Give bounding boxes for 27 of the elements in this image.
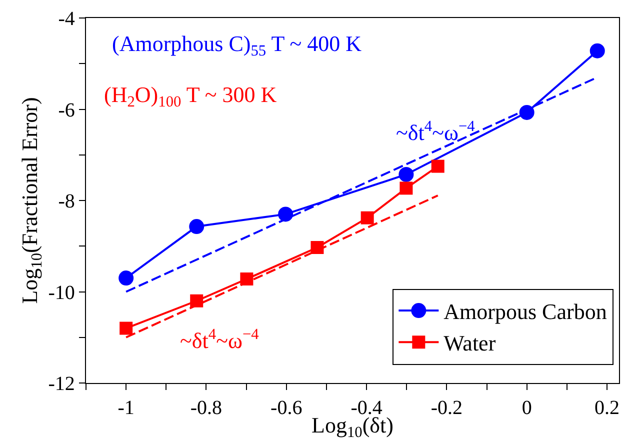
- point: [118, 270, 134, 286]
- point: [431, 160, 444, 173]
- annotation: (Amorphous C)$_{55}$ T ~ 400 K: [112, 31, 362, 60]
- point: [360, 211, 374, 224]
- annotation: (H$_{2}$O)$_{100}$ T ~ 300 K: [104, 82, 277, 111]
- y-tick-label: -10: [48, 282, 75, 304]
- annotation: ~δt$^{4}$~ω$^{−4}$: [180, 326, 260, 354]
- x-tick-label: 0.2: [594, 397, 620, 420]
- legend-label: Water: [444, 330, 496, 356]
- point: [120, 322, 133, 335]
- point: [190, 294, 204, 308]
- point: [400, 182, 413, 195]
- point: [590, 43, 605, 58]
- y-tick-label: -12: [48, 373, 75, 395]
- point: [398, 166, 414, 182]
- y-tick-label: -6: [58, 99, 75, 122]
- point: [278, 206, 294, 222]
- y-tick-label: -4: [58, 8, 75, 30]
- y-tick-label: -8: [58, 190, 75, 212]
- x-tick-label: -0.8: [190, 397, 222, 420]
- point: [189, 219, 204, 234]
- x-tick-label: -1: [118, 397, 134, 420]
- x-tick-label: 0: [522, 397, 532, 420]
- annotation: ~δt$^{4}$~ω$^{−4}$: [396, 118, 476, 146]
- legend-label: Amorpous Carbon: [444, 299, 607, 324]
- x-tick-label: -0.6: [270, 397, 302, 420]
- x-tick-label: -0.2: [430, 397, 463, 420]
